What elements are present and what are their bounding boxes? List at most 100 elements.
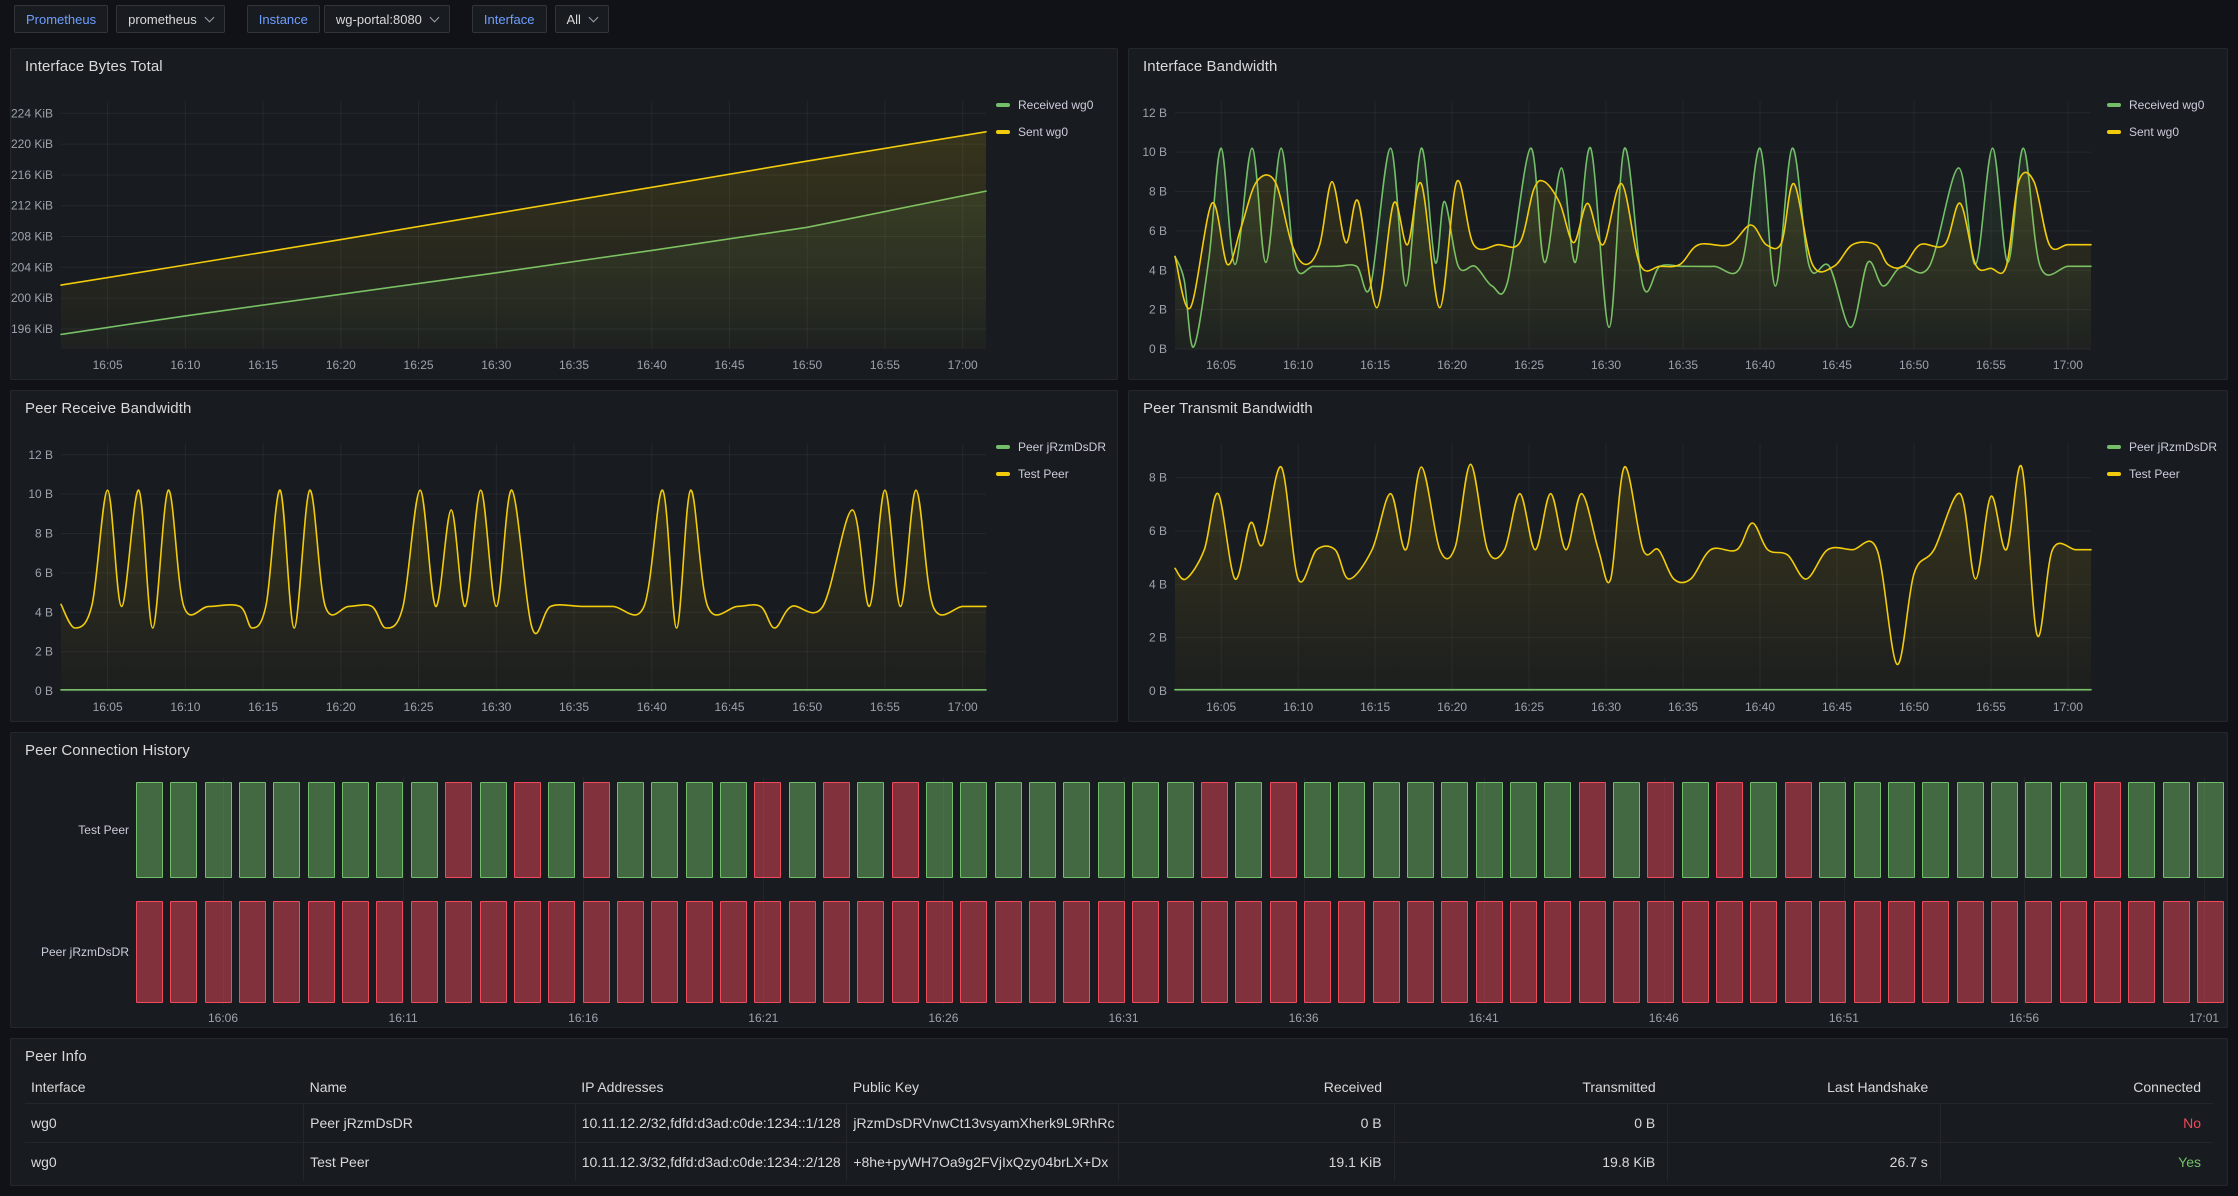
svg-text:16:15: 16:15 [248, 358, 278, 372]
cell-public-key: +8he+pyWH7Oa9g2FVjIxQzy04brLX+Dx [847, 1143, 1119, 1182]
legend-item[interactable]: Sent wg0 [2107, 118, 2204, 145]
svg-text:16:20: 16:20 [1437, 358, 1467, 372]
status-bar-up [1029, 782, 1056, 878]
status-bar-down [1201, 901, 1228, 1003]
var-value-interface-dropdown[interactable]: All [555, 5, 609, 33]
status-bar-down [2094, 901, 2121, 1003]
svg-text:200 KiB: 200 KiB [11, 291, 53, 305]
peer-receive-bandwidth-chart[interactable]: 0 B2 B4 B6 B8 B10 B12 B16:0516:1016:1516… [11, 391, 1117, 721]
svg-text:17:00: 17:00 [948, 700, 978, 714]
cell-connected: No [1940, 1104, 2213, 1143]
status-bar-down [1647, 782, 1674, 878]
status-bar-down [239, 901, 266, 1003]
chevron-down-icon [204, 12, 214, 22]
legend-series-swatch [996, 130, 1010, 134]
status-bar-up [1063, 782, 1090, 878]
var-value-instance-dropdown[interactable]: wg-portal:8080 [324, 5, 450, 33]
legend-item[interactable]: Test Peer [2107, 460, 2217, 487]
status-bar-up [2025, 782, 2052, 878]
history-x-tick-label: 16:36 [1289, 1011, 1319, 1025]
svg-text:16:40: 16:40 [637, 358, 667, 372]
legend-item[interactable]: Sent wg0 [996, 118, 1093, 145]
legend-item[interactable]: Received wg0 [996, 91, 1093, 118]
panel-peer-connection-history: Peer Connection History Test PeerPeer jR… [10, 732, 2228, 1028]
history-x-tick-label: 16:41 [1469, 1011, 1499, 1025]
status-bar-down [1647, 901, 1674, 1003]
legend-item[interactable]: Test Peer [996, 460, 1106, 487]
status-bar-down [686, 901, 713, 1003]
status-bar-up [170, 782, 197, 878]
svg-text:10 B: 10 B [28, 487, 53, 501]
cell-public-key: jRzmDsDRVnwCt13vsyamXherk9L9RhRc [847, 1104, 1119, 1143]
status-bar-down [411, 901, 438, 1003]
column-header-received[interactable]: Received [1118, 1073, 1394, 1104]
var-label-text: Interface [484, 12, 535, 27]
svg-text:0 B: 0 B [1149, 684, 1167, 698]
svg-text:16:10: 16:10 [170, 358, 200, 372]
var-label-text: Instance [259, 12, 308, 27]
svg-text:16:50: 16:50 [1899, 358, 1929, 372]
svg-text:16:50: 16:50 [792, 358, 822, 372]
column-header-last-handshake[interactable]: Last Handshake [1668, 1073, 1941, 1104]
svg-text:224 KiB: 224 KiB [11, 106, 53, 120]
svg-text:16:25: 16:25 [404, 700, 434, 714]
column-header-ip-addresses[interactable]: IP Addresses [575, 1073, 847, 1104]
status-bar-down [1854, 901, 1881, 1003]
status-bar-down [1682, 901, 1709, 1003]
legend-item[interactable]: Peer jRzmDsDR [996, 433, 1106, 460]
var-label-interface[interactable]: Interface [472, 5, 547, 33]
status-bar-down [1957, 901, 1984, 1003]
cell-transmitted: 0 B [1394, 1104, 1668, 1143]
status-bar-up [1854, 782, 1881, 878]
status-bar-up [617, 782, 644, 878]
legend-series-swatch [2107, 472, 2121, 476]
var-label-instance[interactable]: Instance [247, 5, 320, 33]
column-header-interface[interactable]: Interface [25, 1073, 304, 1104]
legend-series-swatch [2107, 130, 2121, 134]
status-bar-up [342, 782, 369, 878]
var-label-text: Prometheus [26, 12, 96, 27]
status-bar-down [960, 901, 987, 1003]
interface-bytes-total-chart[interactable]: 196 KiB200 KiB204 KiB208 KiB212 KiB216 K… [11, 49, 1117, 379]
dashboard-variable-bar: Prometheus prometheus Instance wg-portal… [0, 0, 2238, 38]
svg-text:16:20: 16:20 [326, 700, 356, 714]
status-bar-up [1819, 782, 1846, 878]
history-x-tick-label: 16:31 [1108, 1011, 1138, 1025]
status-bar-down [892, 782, 919, 878]
legend-item[interactable]: Peer jRzmDsDR [2107, 433, 2217, 460]
status-bar-down [514, 901, 541, 1003]
status-bar-up [789, 782, 816, 878]
chart-legend: Peer jRzmDsDRTest Peer [996, 433, 1106, 487]
status-bar-up [1682, 782, 1709, 878]
svg-text:16:05: 16:05 [93, 700, 123, 714]
status-bar-up [1098, 782, 1125, 878]
svg-text:16:30: 16:30 [481, 358, 511, 372]
peer-connection-history-chart[interactable]: Test PeerPeer jRzmDsDR16:0616:1116:1616:… [11, 733, 2227, 1027]
status-bar-down [1373, 901, 1400, 1003]
cell-name: Test Peer [304, 1143, 576, 1182]
legend-series-swatch [996, 103, 1010, 107]
legend-item[interactable]: Received wg0 [2107, 91, 2204, 118]
var-label-prometheus[interactable]: Prometheus [14, 5, 108, 33]
status-bar-down [2163, 901, 2190, 1003]
var-value-text: prometheus [128, 12, 197, 27]
status-bar-down [273, 901, 300, 1003]
column-header-name[interactable]: Name [304, 1073, 576, 1104]
history-x-tick-label: 16:11 [389, 1011, 418, 1025]
svg-text:2 B: 2 B [1149, 631, 1167, 645]
status-bar-down [2094, 782, 2121, 878]
column-header-public-key[interactable]: Public Key [847, 1073, 1119, 1104]
var-value-prometheus-dropdown[interactable]: prometheus [116, 5, 225, 33]
chart-legend: Received wg0Sent wg0 [2107, 91, 2204, 145]
var-interface: Interface All [472, 5, 609, 33]
column-header-transmitted[interactable]: Transmitted [1394, 1073, 1668, 1104]
peer-transmit-bandwidth-chart[interactable]: 0 B2 B4 B6 B8 B16:0516:1016:1516:2016:25… [1129, 391, 2227, 721]
svg-text:196 KiB: 196 KiB [11, 322, 53, 336]
history-x-tick-label: 17:01 [2189, 1011, 2219, 1025]
column-header-connected[interactable]: Connected [1940, 1073, 2213, 1104]
status-bar-down [1544, 901, 1571, 1003]
status-bar-down [1029, 901, 1056, 1003]
chevron-down-icon [589, 12, 599, 22]
status-bar-up [1132, 782, 1159, 878]
interface-bandwidth-chart[interactable]: 0 B2 B4 B6 B8 B10 B12 B16:0516:1016:1516… [1129, 49, 2227, 379]
